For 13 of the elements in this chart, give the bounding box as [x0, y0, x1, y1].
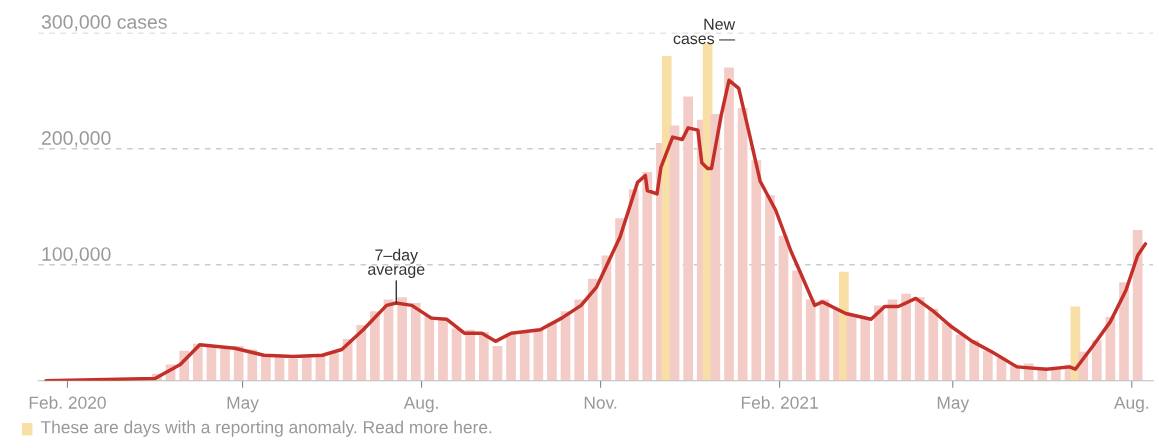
annotation: 7–day average	[368, 248, 425, 279]
y-tick-label: 100,000	[42, 247, 111, 264]
x-tick-label: Feb. 2020	[29, 396, 106, 409]
x-tick-label: Nov.	[584, 396, 617, 409]
x-tick-label: Aug.	[1113, 396, 1149, 413]
y-tick-label: 200,000	[42, 131, 111, 148]
x-tick-label: May	[937, 396, 970, 413]
x-tick-label: Feb. 2021	[741, 396, 818, 409]
text: These are days with a reporting anomaly. Read more here.	[40, 420, 492, 437]
x-tick-label: Aug.	[403, 396, 438, 413]
y-tick-label: 300,000 cases	[41, 15, 167, 32]
annotation: New cases —	[673, 18, 736, 45]
x-tick-label: May	[227, 396, 259, 413]
